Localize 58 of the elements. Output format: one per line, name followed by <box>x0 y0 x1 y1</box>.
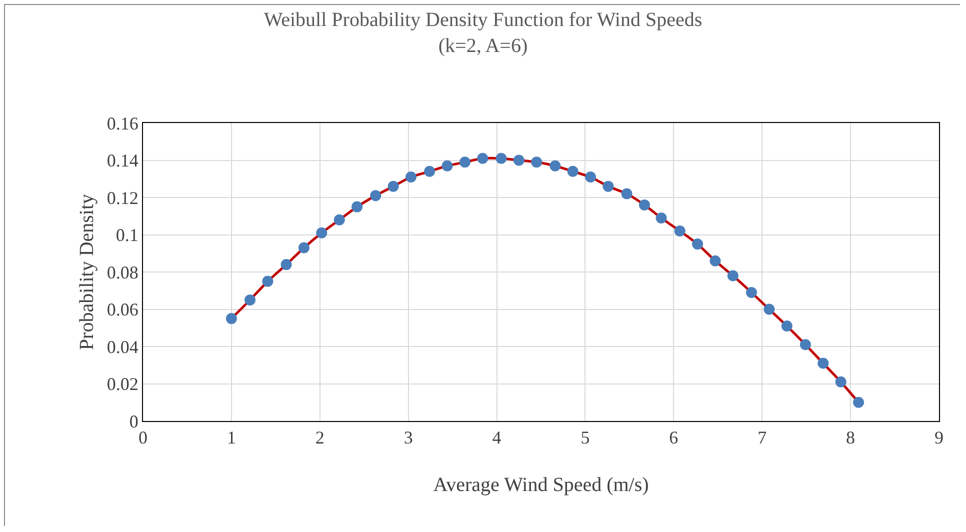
y-tick-label: 0.1 <box>116 225 138 246</box>
x-tick-label: 9 <box>934 428 944 448</box>
y-tick-label: 0.04 <box>106 336 138 357</box>
y-tick-label: 0.12 <box>106 188 138 208</box>
point <box>567 166 578 177</box>
point <box>638 199 650 210</box>
point <box>835 376 846 388</box>
chart-title: Weibull Probability Density Function for Wind Speeds <box>264 8 702 31</box>
point <box>781 320 792 332</box>
point <box>405 172 416 183</box>
point <box>674 226 686 237</box>
point <box>244 294 256 306</box>
y-tick-label: 0.16 <box>106 113 138 134</box>
point <box>352 201 363 212</box>
point <box>316 227 328 238</box>
x-tick-label: 8 <box>846 428 856 448</box>
point <box>764 304 775 315</box>
chart-subtitle: (k=2, A=6) <box>438 34 528 57</box>
point <box>800 339 811 350</box>
point <box>298 242 310 254</box>
point <box>262 276 274 287</box>
point <box>550 160 561 172</box>
x-tick-label: 5 <box>580 428 590 448</box>
point <box>459 156 470 168</box>
x-tick-label: 4 <box>492 428 502 448</box>
point <box>226 313 237 324</box>
point <box>424 166 436 177</box>
point <box>280 259 292 270</box>
point <box>513 154 524 166</box>
point <box>746 286 757 298</box>
y-tick-label: 0.08 <box>106 262 138 282</box>
x-tick-label: 3 <box>404 428 413 448</box>
point <box>388 180 399 192</box>
point <box>818 358 829 369</box>
point <box>477 152 488 164</box>
point <box>602 180 614 192</box>
point <box>692 238 704 250</box>
point <box>710 255 721 266</box>
y-tick-label: 0.02 <box>106 374 138 394</box>
x-tick-label: 7 <box>758 428 767 448</box>
point <box>727 270 738 282</box>
point <box>656 212 667 224</box>
point <box>334 214 345 226</box>
point <box>853 396 864 408</box>
y-tick-label: 0.14 <box>106 150 138 171</box>
y-tick-label: 0 <box>129 411 138 432</box>
point <box>621 188 632 200</box>
point <box>442 160 453 172</box>
y-tick-label: 0.06 <box>106 300 138 320</box>
y-axis-title: Probability Density <box>76 194 98 350</box>
point <box>531 156 542 168</box>
x-tick-label: 2 <box>315 428 324 448</box>
point <box>585 172 596 183</box>
x-tick-label: 6 <box>669 428 678 448</box>
x-tick-label: 1 <box>226 428 236 448</box>
point <box>496 152 507 164</box>
x-axis-title: Average Wind Speed (m/s) <box>433 474 649 496</box>
point <box>370 190 382 202</box>
